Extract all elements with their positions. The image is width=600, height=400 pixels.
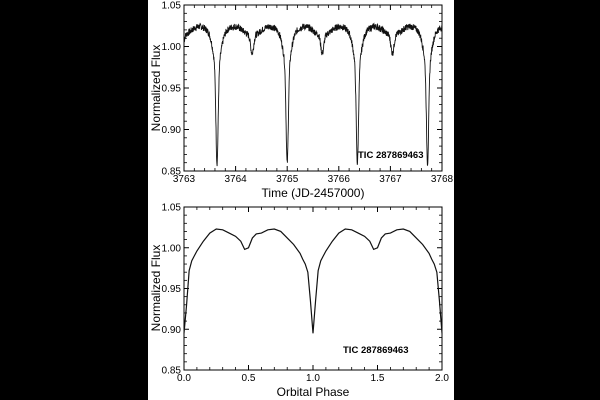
top-x-tick-label: 3768 bbox=[431, 174, 454, 185]
bottom-y-tick-label: 1.00 bbox=[162, 243, 182, 254]
bottom-phased-curve-line bbox=[183, 228, 443, 334]
top-x-tick-label: 3766 bbox=[328, 174, 351, 185]
top-y-tick-label: 1.00 bbox=[162, 42, 182, 53]
bottom-x-tick-label: 0.0 bbox=[177, 373, 191, 384]
figure-panel: 3763 3764 3765 3766 3767 3768 0.85 0.90 0.95 1.00… bbox=[148, 0, 454, 400]
top-y-tick-label: 0.85 bbox=[162, 167, 182, 178]
top-plot-target-label: TIC 287869463 bbox=[358, 150, 424, 161]
bottom-x-tick-label: 1.5 bbox=[371, 373, 385, 384]
top-light-curve-plot: 3763 3764 3765 3766 3767 3768 0.85 0.90 0.95 1.00… bbox=[149, 1, 454, 201]
bottom-x-tick-label: 0.5 bbox=[242, 373, 256, 384]
bottom-y-tick-label: 0.85 bbox=[162, 366, 182, 377]
bottom-x-tick-label: 1.0 bbox=[306, 373, 320, 384]
top-x-tick-label: 3763 bbox=[173, 174, 196, 185]
bottom-plot-x-axis-label: Orbital Phase bbox=[277, 385, 350, 399]
bottom-plot-y-axis-label: Normalized Flux bbox=[149, 245, 163, 332]
top-y-tick-label: 1.05 bbox=[162, 1, 182, 12]
figure-svg: 3763 3764 3765 3766 3767 37680.850.900.951.00… bbox=[149, 1, 454, 400]
top-y-tick-label: 0.90 bbox=[162, 125, 182, 136]
top-plot-ticks: 3763 3764 3765 3766 3767 3768 0.85 0.90 0.95 1.00… bbox=[162, 1, 454, 186]
bottom-plot-target-label: TIC 287869463 bbox=[343, 345, 409, 356]
bottom-x-tick-label: 2.0 bbox=[435, 373, 449, 384]
bottom-y-tick-label: 0.95 bbox=[162, 284, 182, 295]
top-light-curve-line bbox=[183, 22, 443, 167]
top-x-tick-label: 3765 bbox=[276, 174, 299, 185]
bottom-y-tick-label: 0.90 bbox=[162, 325, 182, 336]
top-x-tick-label: 3767 bbox=[379, 174, 402, 185]
top-y-tick-label: 0.95 bbox=[162, 84, 182, 95]
top-plot-x-axis-label: Time (JD-2457000) bbox=[262, 186, 365, 200]
top-x-tick-label: 3764 bbox=[224, 174, 247, 185]
top-plot-y-axis-label: Normalized Flux bbox=[149, 45, 163, 132]
bottom-phased-curve-plot: 0.0 0.5 1.0 1.5 2.0 0.85 0.90 0.95 1.00 1.05 TIC … bbox=[149, 203, 449, 400]
bottom-y-tick-label: 1.05 bbox=[162, 203, 182, 214]
bottom-plot-ticks: 0.0 0.5 1.0 1.5 2.0 0.85 0.90 0.95 1.00 1.05 bbox=[162, 203, 450, 385]
